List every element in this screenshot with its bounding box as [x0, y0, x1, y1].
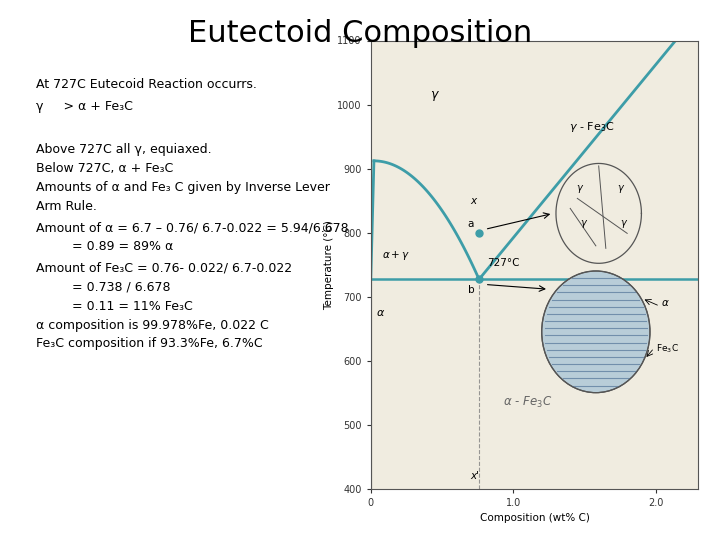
- Text: Amounts of α and Fe₃ C given by Inverse Lever: Amounts of α and Fe₃ C given by Inverse …: [36, 181, 330, 194]
- Text: a: a: [468, 219, 474, 230]
- Text: = 0.738 / 6.678: = 0.738 / 6.678: [36, 281, 171, 294]
- Text: At 727C Eutecoid Reaction occurrs.: At 727C Eutecoid Reaction occurrs.: [36, 78, 257, 91]
- Ellipse shape: [541, 271, 650, 393]
- Text: $\alpha$: $\alpha$: [662, 298, 670, 308]
- Text: $\gamma$: $\gamma$: [576, 183, 584, 195]
- Text: b: b: [468, 286, 474, 295]
- Text: x: x: [470, 196, 477, 206]
- Text: Fe₃C composition if 93.3%Fe, 6.7%C: Fe₃C composition if 93.3%Fe, 6.7%C: [36, 338, 263, 350]
- Text: $\alpha + \gamma$: $\alpha + \gamma$: [382, 249, 410, 262]
- Text: Above 727C all γ, equiaxed.: Above 727C all γ, equiaxed.: [36, 143, 212, 156]
- Text: $\gamma$: $\gamma$: [580, 218, 588, 230]
- Text: $\gamma$ - Fe$_3$C: $\gamma$ - Fe$_3$C: [569, 120, 614, 134]
- Text: Amount of Fe₃C = 0.76- 0.022/ 6.7-0.022: Amount of Fe₃C = 0.76- 0.022/ 6.7-0.022: [36, 262, 292, 275]
- Text: = 0.11 = 11% Fe₃C: = 0.11 = 11% Fe₃C: [36, 300, 193, 313]
- Text: $\gamma$: $\gamma$: [430, 89, 440, 103]
- Text: α composition is 99.978%Fe, 0.022 C: α composition is 99.978%Fe, 0.022 C: [36, 319, 269, 332]
- Text: $\alpha$ - Fe$_3$C: $\alpha$ - Fe$_3$C: [503, 394, 552, 409]
- Text: Arm Rule.: Arm Rule.: [36, 200, 97, 213]
- Text: Amount of α = 6.7 – 0.76/ 6.7-0.022 = 5.94/6.678: Amount of α = 6.7 – 0.76/ 6.7-0.022 = 5.…: [36, 221, 348, 234]
- Text: 727°C: 727°C: [487, 258, 520, 268]
- Text: $\gamma$: $\gamma$: [617, 183, 626, 195]
- Text: γ     > α + Fe₃C: γ > α + Fe₃C: [36, 100, 133, 113]
- X-axis label: Composition (wt% C): Composition (wt% C): [480, 514, 590, 523]
- Text: Eutectoid Composition: Eutectoid Composition: [188, 19, 532, 48]
- Text: Below 727C, α + Fe₃C: Below 727C, α + Fe₃C: [36, 162, 174, 175]
- Text: x': x': [470, 471, 480, 481]
- Text: = 0.89 = 89% α: = 0.89 = 89% α: [36, 240, 174, 253]
- Text: $\gamma$: $\gamma$: [620, 218, 629, 230]
- Text: Fe$_3$C: Fe$_3$C: [656, 342, 678, 355]
- Text: $\alpha$: $\alpha$: [376, 308, 385, 318]
- Y-axis label: Temperature (°C): Temperature (°C): [325, 220, 335, 309]
